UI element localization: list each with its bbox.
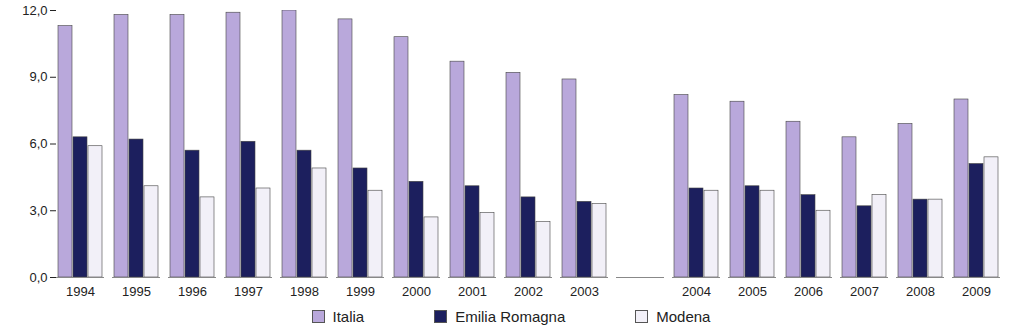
html-text:Emilia Romagna: Emilia Romagna [455, 307, 566, 325]
svg-text:12,0: 12,0 [22, 3, 47, 18]
svg-text:3,0: 3,0 [29, 203, 47, 218]
svg-text:2001: 2001 [458, 284, 487, 299]
svg-text:9,0: 9,0 [29, 69, 47, 84]
svg-text:2003: 2003 [570, 284, 599, 299]
svg-text:1999: 1999 [346, 284, 375, 299]
svg-text:2000: 2000 [402, 284, 431, 299]
svg-text:2005: 2005 [738, 284, 767, 299]
svg-text:2009: 2009 [962, 284, 991, 299]
svg-text:2007: 2007 [850, 284, 879, 299]
svg-text:1997: 1997 [234, 284, 263, 299]
html-text:Italia: Italia [332, 307, 365, 325]
svg-text:6,0: 6,0 [29, 136, 47, 151]
svg-text:1995: 1995 [122, 284, 151, 299]
svg-text:2002: 2002 [514, 284, 543, 299]
svg-text:2006: 2006 [794, 284, 823, 299]
svg-text:2004: 2004 [682, 284, 711, 299]
svg-text:2008: 2008 [906, 284, 935, 299]
svg-text:1998: 1998 [290, 284, 319, 299]
html-text:Modena: Modena [656, 307, 711, 325]
svg-text:1996: 1996 [178, 284, 207, 299]
svg-text:0,0: 0,0 [29, 270, 47, 285]
svg-text:1994: 1994 [66, 284, 95, 299]
